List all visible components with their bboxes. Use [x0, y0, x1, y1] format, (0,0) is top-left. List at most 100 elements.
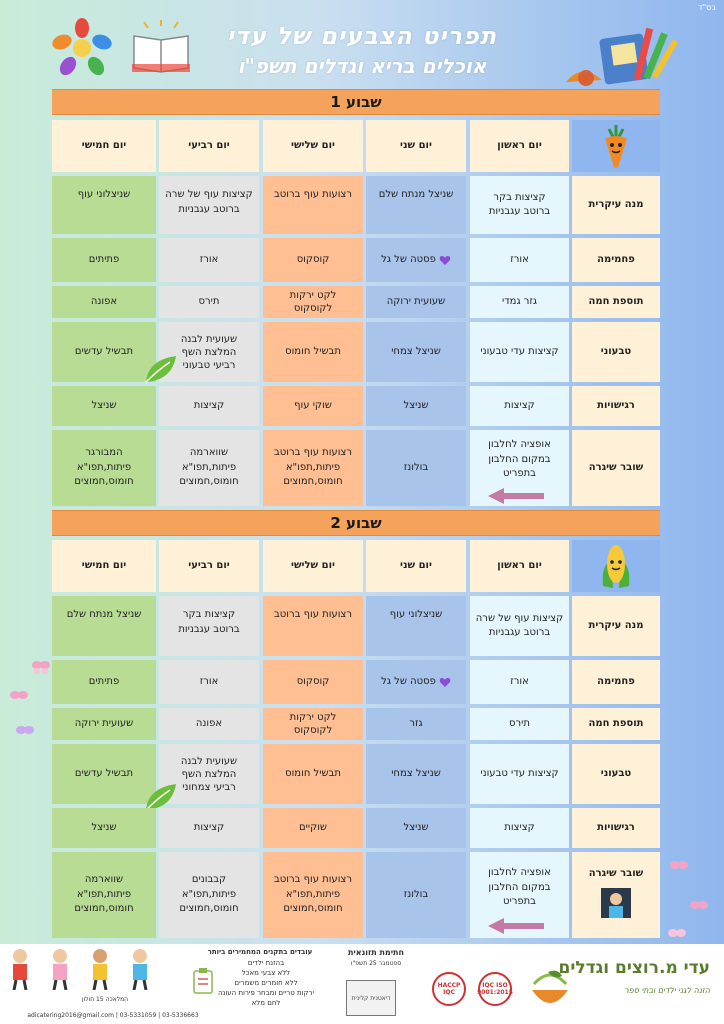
week1-menu-cell: רצועות עוף ברוטב פיתות,תפו"א חומוס,חמוצי… — [263, 430, 363, 506]
week1-menu-cell: שעועית ירוקה — [366, 286, 466, 318]
week1-menu-cell: גזר גמדי — [470, 286, 569, 318]
week1-menu-cell: שוקי עוף — [263, 386, 363, 426]
week2-day-header: יום שני — [366, 540, 466, 592]
week2-day-header: יום חמישי — [52, 540, 156, 592]
week2-row-label-text: שובר שיגרה — [588, 868, 644, 879]
week1-menu-cell: תבשיל חומוס — [263, 322, 363, 382]
week1-row-label: מנה עיקרית — [572, 176, 660, 234]
week1-menu-cell: קציצות עדי טבעוני — [470, 322, 569, 382]
week1-menu-cell: אורז — [159, 238, 259, 282]
week1-menu-cell: תירס — [159, 286, 259, 318]
week1-day-header: יום שלישי — [263, 120, 363, 172]
children-illustration-icon — [12, 949, 148, 990]
week1-row-label: פחמימה — [572, 238, 660, 282]
week1-day-header: יום שני — [366, 120, 466, 172]
week2-menu-cell: קוסקוס — [263, 660, 363, 704]
page-footer: המלאכה 15 חולון adicatering2016@gmail.co… — [0, 944, 724, 1024]
week2-day-header: יום רביעי — [159, 540, 259, 592]
week2-menu-cell: אורז — [159, 660, 259, 704]
iso-cert-badge: IQC ISO 9001:2015 — [477, 972, 513, 1006]
week2-menu-cell: אורז — [470, 660, 569, 704]
week2-menu-cell: רצועות עוף ברוטב פיתות,תפו"א חומוס,חמוצי… — [263, 852, 363, 938]
week1-menu-cell: שווארמה פיתות,תפו"א חומוס,חמוצים — [159, 430, 259, 506]
week2-menu-cell: קבבונים פיתות,תפו"א חומוס,חמוצים — [159, 852, 259, 938]
week2-menu-cell: אפונה — [159, 708, 259, 740]
corn-icon — [602, 545, 630, 588]
week2-menu-cell: תירס — [470, 708, 569, 740]
brand-name: עדי מ.רוצים וגדלים — [558, 958, 710, 978]
week2-menu-cell: פתיתים — [52, 660, 156, 704]
week1-menu-cell: בולונז — [366, 430, 466, 506]
week1-menu-cell: שניצל — [366, 386, 466, 426]
week2-row-label: רגישויות — [572, 808, 660, 848]
signature-title: חתימת תזונאית — [347, 948, 405, 957]
week1-menu-cell: אפונה — [52, 286, 156, 318]
week2-row-label: פחמימה — [572, 660, 660, 704]
butterfly-icon — [10, 691, 28, 699]
page-header: תפריט הצבעים של עדי אוכלים בריא וגדלים ת… — [50, 8, 679, 86]
week1-row-label: רגישויות — [572, 386, 660, 426]
butterfly-icon — [670, 861, 688, 869]
week1-menu-cell-text: פסטה של גל — [381, 253, 436, 265]
week1-menu-cell: המבורגר פיתות,תפו"א חומוס,חמוצים — [52, 430, 156, 506]
arrow-left-icon — [488, 918, 544, 934]
week2-menu-cell: שעועית לבנה המלצת השף רביעי צמחוני — [159, 744, 259, 804]
carrot-icon — [605, 125, 627, 168]
haccp-cert-badge: HACCP IQC — [432, 972, 466, 1006]
week1-menu-cell: שניצל צמחי — [366, 322, 466, 382]
butterfly-icon — [668, 929, 686, 937]
week1-menu-cell: שניצל מנתח שלם — [366, 176, 466, 234]
week1-menu-cell: פתיתים — [52, 238, 156, 282]
week1-menu-cell: רצועות עוף ברוטב — [263, 176, 363, 234]
week1-row-label: טבעוני — [572, 322, 660, 382]
heart-icon — [439, 677, 451, 687]
week2-menu-cell: פסטה של גל — [366, 660, 466, 704]
week2-menu-cell: בולונז — [366, 852, 466, 938]
week1-menu-cell: תבשיל עדשים — [52, 322, 156, 382]
week2-row-label: מנה עיקרית — [572, 596, 660, 656]
week1-menu-cell: קוסקוס — [263, 238, 363, 282]
week-1-header: שבוע 1 — [52, 89, 660, 115]
butterfly-icon — [32, 661, 50, 674]
corner-label: בס"ד — [698, 3, 716, 12]
page-subtitle: אוכלים בריא וגדלים תשפ"ו — [237, 54, 487, 78]
standards-line: ללא צבעי מאכל — [241, 969, 291, 977]
brand-logo-icon — [532, 970, 568, 1003]
week2-menu-cell: תבשיל עדשים — [52, 744, 156, 804]
week2-menu-cell: לקט ירקות לקוסקוס — [263, 708, 363, 740]
butterfly-icon — [690, 901, 708, 909]
arrow-left-icon — [488, 488, 544, 504]
week2-menu-cell-text: פסטה של גל — [381, 675, 436, 687]
nutritionist-stamp: דיאטנית קלינית — [346, 980, 396, 1016]
standards-line: לחם מלא — [251, 999, 281, 1007]
week2-menu-cell: שניצל צמחי — [366, 744, 466, 804]
colorful-hands-icon — [52, 18, 112, 76]
week2-menu-cell: קציצות בקר ברוטב עגבניות — [159, 596, 259, 656]
week2-row-label: תוספת חמה — [572, 708, 660, 740]
butterfly-icon — [16, 726, 34, 734]
week2-menu-cell: שעועית ירוקה — [52, 708, 156, 740]
week1-menu-cell: פסטה של גל — [366, 238, 466, 282]
week1-menu-cell: שניצלוני עוף — [52, 176, 156, 234]
corn-mascot-cell — [572, 540, 660, 592]
week2-menu-cell: שוקיים — [263, 808, 363, 848]
week1-menu-cell: שעועית לבנה המלצת השף רביעי טבעוני — [159, 322, 259, 382]
standards-title: עובדים בתקנים המחמירים ביותר — [207, 948, 313, 956]
footer-contact: adicatering2016@gmail.com | 03-5331059 |… — [27, 1012, 199, 1019]
week1-day-header: יום רביעי — [159, 120, 259, 172]
school-supplies-icon — [566, 27, 679, 86]
clipboard-icon — [193, 968, 213, 994]
week1-menu-cell: לקט ירקות לקוסקוס — [263, 286, 363, 318]
child-photo-icon — [600, 887, 631, 918]
footer-address: המלאכה 15 חולון — [81, 996, 129, 1003]
week2-menu-cell: קציצות — [470, 808, 569, 848]
week2-menu-cell: תבשיל חומוס — [263, 744, 363, 804]
week2-row-label: שובר שיגרה — [572, 852, 660, 938]
week-2-header: שבוע 2 — [52, 510, 660, 536]
week2-menu-cell: שניצל — [366, 808, 466, 848]
week2-day-header: יום ראשון — [470, 540, 569, 592]
standards-line: ירקות טריים ומבחר פירות העונה — [217, 989, 315, 997]
week2-day-header: יום שלישי — [263, 540, 363, 592]
week2-menu-cell: קציצות עדי טבעוני — [470, 744, 569, 804]
week2-menu-cell: קציצות — [159, 808, 259, 848]
